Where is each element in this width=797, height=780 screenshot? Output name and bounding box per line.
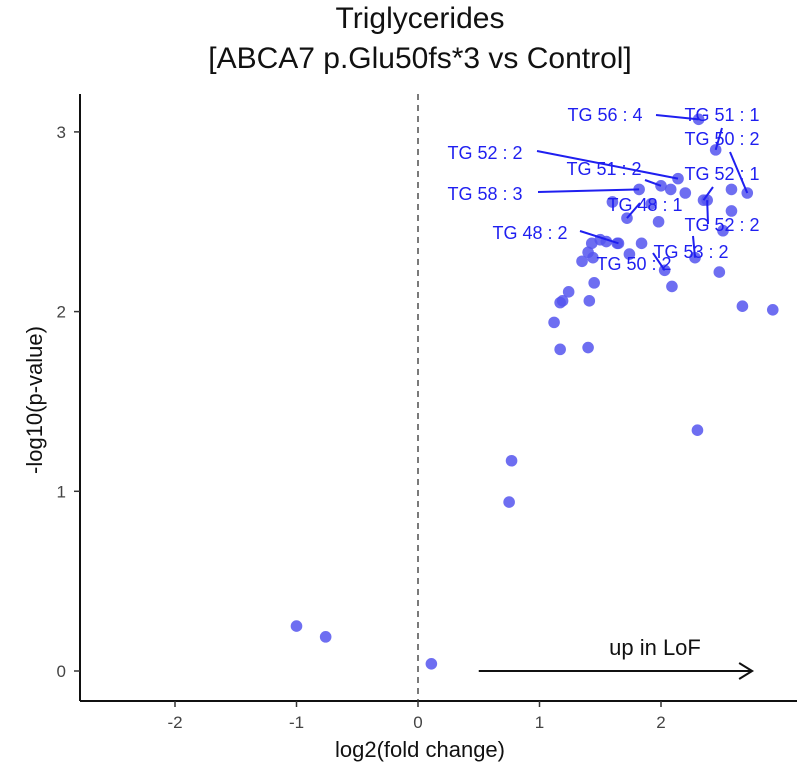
y-tick-label: 0 bbox=[57, 662, 66, 681]
x-axis-title: log2(fold change) bbox=[335, 737, 505, 762]
point-label: TG 52 : 1 bbox=[684, 164, 759, 184]
point-label: TG 53 : 2 bbox=[653, 242, 728, 262]
data-point bbox=[606, 196, 619, 208]
label-connector bbox=[536, 150, 679, 180]
point-label: TG 51 : 1 bbox=[684, 105, 759, 125]
point-label: TG 50 : 2 bbox=[684, 129, 759, 149]
data-point bbox=[505, 454, 518, 467]
point-label: TG 48 : 2 bbox=[492, 223, 567, 243]
x-tick-label: -1 bbox=[289, 713, 304, 732]
annotation-text: up in LoF bbox=[609, 635, 701, 660]
data-point bbox=[725, 205, 738, 217]
point-label: TG 58 : 3 bbox=[447, 184, 522, 204]
y-tick-label: 2 bbox=[57, 303, 66, 322]
label-connector bbox=[702, 186, 714, 201]
x-tick-label: 1 bbox=[535, 713, 544, 732]
annotation-arrow-head bbox=[738, 662, 755, 680]
label-connector bbox=[692, 235, 697, 258]
point-label: TG 52 : 2 bbox=[447, 143, 522, 163]
data-point bbox=[585, 237, 598, 250]
chart-title-line-1: Triglycerides bbox=[336, 2, 505, 35]
label-connector bbox=[579, 230, 619, 245]
label-connector bbox=[652, 252, 666, 271]
label-connector bbox=[537, 188, 640, 193]
data-point bbox=[666, 280, 678, 293]
point-label: TG 51 : 2 bbox=[566, 159, 641, 179]
data-point bbox=[319, 631, 332, 643]
data-point bbox=[576, 255, 588, 268]
data-point bbox=[635, 237, 648, 250]
data-point bbox=[290, 620, 303, 632]
y-axis-title: -log10(p-value) bbox=[22, 326, 47, 474]
chart-title-line-2: [ABCA7 p.Glu50fs*3 vs Control] bbox=[208, 42, 632, 75]
data-point bbox=[588, 277, 600, 289]
label-connector bbox=[644, 179, 662, 187]
data-point bbox=[554, 343, 566, 356]
data-point bbox=[503, 496, 515, 508]
data-point bbox=[736, 300, 749, 313]
data-point bbox=[582, 341, 594, 354]
y-tick-label: 3 bbox=[57, 123, 66, 142]
data-point bbox=[691, 424, 704, 437]
label-connector bbox=[714, 127, 723, 151]
data-point bbox=[623, 248, 636, 260]
data-point bbox=[554, 296, 566, 309]
point-label: TG 50 : 2 bbox=[596, 254, 671, 274]
point-label: TG 56 : 4 bbox=[567, 105, 642, 125]
data-point bbox=[645, 197, 658, 210]
data-point bbox=[652, 215, 665, 228]
label-connector bbox=[706, 200, 709, 225]
point-label: TG 52 : 2 bbox=[684, 215, 759, 235]
data-point bbox=[713, 266, 726, 278]
data-point bbox=[717, 224, 729, 237]
data-point bbox=[766, 304, 779, 316]
y-tick-label: 1 bbox=[57, 482, 66, 501]
label-connector bbox=[655, 114, 699, 121]
data-point bbox=[679, 187, 692, 199]
data-point bbox=[583, 295, 596, 307]
x-tick-label: 0 bbox=[413, 713, 422, 732]
data-point bbox=[582, 246, 594, 259]
label-connector bbox=[626, 202, 641, 219]
plot-area: -2 -1 0 1 2 0 1 2 3 up in LoF TG 56 : 4 TG 51 : 1 TG… bbox=[57, 94, 797, 732]
data-point bbox=[425, 658, 438, 670]
data-point bbox=[725, 183, 738, 196]
x-tick-label: -2 bbox=[167, 713, 182, 732]
label-connector bbox=[729, 151, 749, 194]
data-point bbox=[562, 286, 575, 298]
point-label: TG 48 : 1 bbox=[607, 195, 682, 215]
data-point bbox=[664, 183, 677, 196]
x-tick-label: 2 bbox=[656, 713, 665, 732]
data-point bbox=[548, 316, 560, 329]
